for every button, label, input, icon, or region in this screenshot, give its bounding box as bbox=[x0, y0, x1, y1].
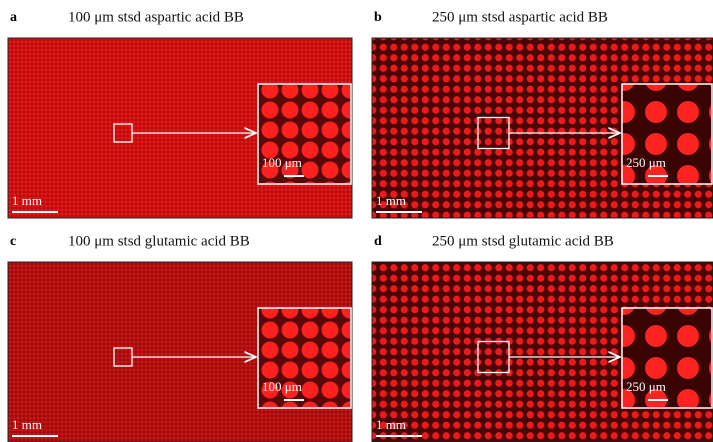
inset-scale-label: 100 μm bbox=[262, 155, 302, 170]
panel: a 100 μm stsd aspartic acid BB 100 μm 1 mm bbox=[7, 9, 353, 219]
panel: c 100 μm stsd glutamic acid BB 100 μm 1 mm bbox=[7, 233, 353, 442]
scale-label: 1 mm bbox=[12, 193, 42, 208]
panel-letter: a bbox=[10, 10, 17, 25]
panel-title: 250 μm stsd glutamic acid BB bbox=[432, 233, 614, 249]
scale-label: 1 mm bbox=[12, 417, 42, 432]
panel-title: 100 μm stsd glutamic acid BB bbox=[68, 233, 250, 249]
panel-letter: d bbox=[374, 234, 382, 249]
inset-scale-label: 250 μm bbox=[626, 379, 666, 394]
scale-label: 1 mm bbox=[376, 417, 406, 432]
inset bbox=[621, 307, 713, 409]
panel: b 250 μm stsd aspartic acid BB 250 μm 1 mm bbox=[371, 9, 713, 219]
panel-title: 250 μm stsd aspartic acid BB bbox=[432, 9, 608, 25]
inset bbox=[621, 83, 713, 185]
inset-scale-label: 250 μm bbox=[626, 155, 666, 170]
inset bbox=[257, 83, 352, 185]
panel-letter: c bbox=[10, 234, 16, 249]
panel: d 250 μm stsd glutamic acid BB 250 μm 1 mm bbox=[371, 233, 713, 442]
panel-title: 100 μm stsd aspartic acid BB bbox=[68, 9, 244, 25]
panel-letter: b bbox=[374, 10, 382, 25]
inset bbox=[257, 307, 352, 409]
inset-scale-label: 100 μm bbox=[262, 379, 302, 394]
scale-label: 1 mm bbox=[376, 193, 406, 208]
